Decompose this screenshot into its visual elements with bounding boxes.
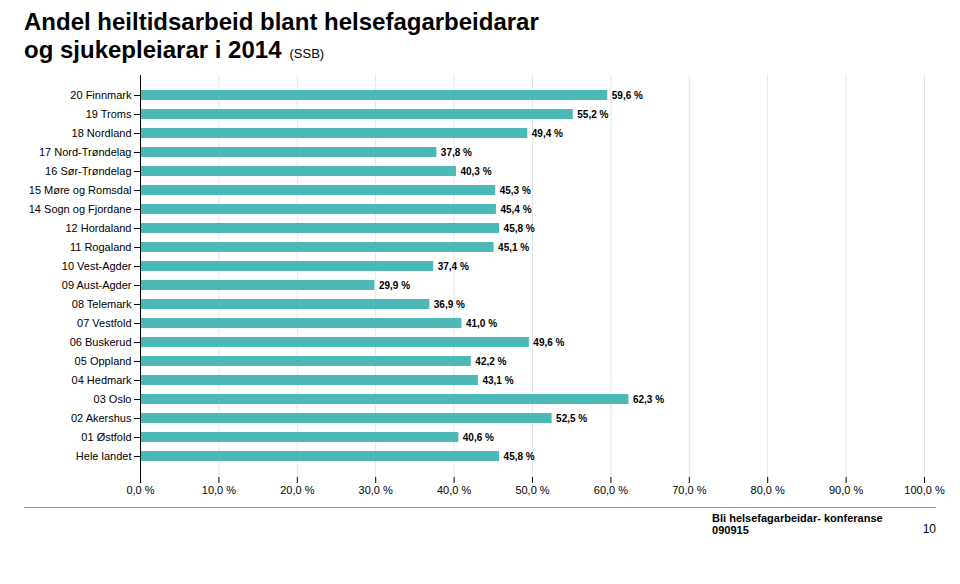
svg-text:11 Rogaland: 11 Rogaland xyxy=(70,241,132,253)
svg-text:14 Sogn og Fjordane: 14 Sogn og Fjordane xyxy=(29,203,132,215)
svg-text:45,4 %: 45,4 % xyxy=(500,204,531,215)
svg-text:30,0 %: 30,0 % xyxy=(359,484,393,496)
svg-text:40,3 %: 40,3 % xyxy=(460,166,491,177)
html-text:10: 10 xyxy=(922,522,936,537)
svg-text:15 Møre og Romsdal: 15 Møre og Romsdal xyxy=(29,184,132,196)
svg-text:04 Hedmark: 04 Hedmark xyxy=(72,374,132,386)
svg-text:07 Vestfold: 07 Vestfold xyxy=(77,317,131,329)
svg-text:0,0 %: 0,0 % xyxy=(126,484,154,496)
svg-text:80,0 %: 80,0 % xyxy=(751,484,785,496)
svg-text:29,9 %: 29,9 % xyxy=(379,280,410,291)
svg-text:60,0 %: 60,0 % xyxy=(594,484,628,496)
svg-text:17 Nord-Trøndelag: 17 Nord-Trøndelag xyxy=(39,146,132,158)
svg-text:62,3 %: 62,3 % xyxy=(633,394,664,405)
html-text:Bli helsefagarbeidar- konferan: Bli helsefagarbeidar- konferanse 090915 xyxy=(712,512,883,537)
svg-text:36,9 %: 36,9 % xyxy=(434,299,465,310)
svg-text:42,2 %: 42,2 % xyxy=(475,356,506,367)
svg-text:18 Nordland: 18 Nordland xyxy=(72,127,132,139)
svg-text:45,1 %: 45,1 % xyxy=(498,242,529,253)
svg-text:49,4 %: 49,4 % xyxy=(532,128,563,139)
svg-text:06 Buskerud: 06 Buskerud xyxy=(70,336,132,348)
svg-text:20,0 %: 20,0 % xyxy=(280,484,314,496)
html-text:Andel heiltidsarbeid blant hel: Andel heiltidsarbeid blant helsefagarbei… xyxy=(24,8,539,35)
svg-text:19 Troms: 19 Troms xyxy=(86,108,132,120)
svg-text:10,0 %: 10,0 % xyxy=(202,484,236,496)
svg-text:70,0 %: 70,0 % xyxy=(672,484,706,496)
svg-text:59,6 %: 59,6 % xyxy=(612,90,643,101)
html-text:og sjukepleiarar i 2014 (SSB): og sjukepleiarar i 2014 (SSB) xyxy=(24,35,325,63)
svg-text:Hele landet: Hele landet xyxy=(76,450,132,462)
svg-text:37,4 %: 37,4 % xyxy=(438,261,469,272)
svg-text:12 Hordaland: 12 Hordaland xyxy=(65,222,131,234)
svg-text:55,2 %: 55,2 % xyxy=(577,109,608,120)
svg-text:16 Sør-Trøndelag: 16 Sør-Trøndelag xyxy=(45,165,131,177)
svg-text:100,0 %: 100,0 % xyxy=(904,484,945,496)
svg-text:02 Akershus: 02 Akershus xyxy=(71,412,132,424)
svg-text:10 Vest-Agder: 10 Vest-Agder xyxy=(62,260,132,272)
svg-text:45,8 %: 45,8 % xyxy=(504,451,535,462)
svg-text:01 Østfold: 01 Østfold xyxy=(81,431,131,443)
svg-text:90,0 %: 90,0 % xyxy=(829,484,863,496)
svg-text:40,6 %: 40,6 % xyxy=(463,432,494,443)
svg-text:37,8 %: 37,8 % xyxy=(441,147,472,158)
svg-text:50,0 %: 50,0 % xyxy=(515,484,549,496)
svg-text:40,0 %: 40,0 % xyxy=(437,484,471,496)
svg-text:08 Telemark: 08 Telemark xyxy=(72,298,132,310)
svg-text:20 Finnmark: 20 Finnmark xyxy=(70,89,132,101)
svg-text:45,3 %: 45,3 % xyxy=(500,185,531,196)
svg-text:43,1 %: 43,1 % xyxy=(482,375,513,386)
svg-text:05 Oppland: 05 Oppland xyxy=(75,355,132,367)
svg-text:09 Aust-Agder: 09 Aust-Agder xyxy=(62,279,132,291)
svg-text:52,5 %: 52,5 % xyxy=(556,413,587,424)
svg-text:45,8 %: 45,8 % xyxy=(504,223,535,234)
svg-text:03 Oslo: 03 Oslo xyxy=(94,393,132,405)
svg-text:49,6 %: 49,6 % xyxy=(533,337,564,348)
svg-text:41,0 %: 41,0 % xyxy=(466,318,497,329)
